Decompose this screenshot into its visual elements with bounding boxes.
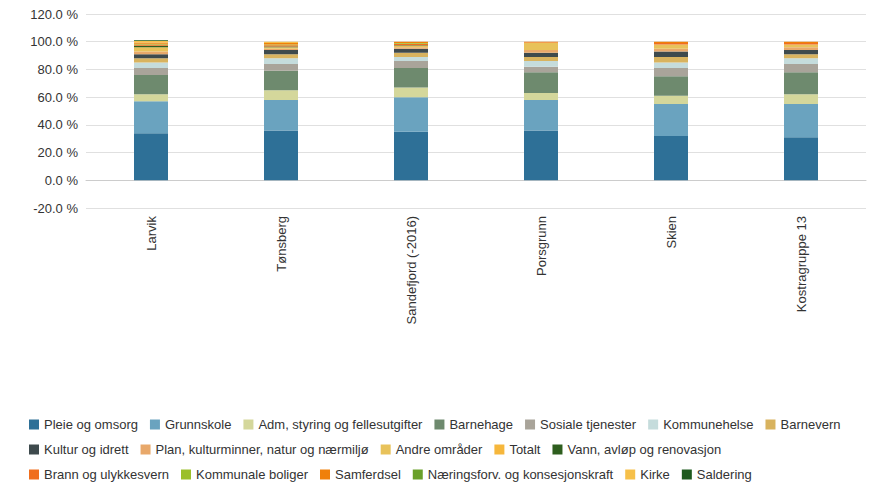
svg-text:Vann, avløp og renovasjon: Vann, avløp og renovasjon	[567, 442, 721, 457]
svg-text:Sosiale tjenester: Sosiale tjenester	[540, 417, 637, 432]
svg-text:Samferdsel: Samferdsel	[335, 467, 401, 482]
svg-text:80.0 %: 80.0 %	[38, 62, 79, 77]
svg-text:Brann og ulykkesvern: Brann og ulykkesvern	[44, 467, 169, 482]
svg-text:Larvik: Larvik	[144, 216, 159, 251]
svg-text:Andre områder: Andre områder	[396, 442, 483, 457]
svg-text:Kirke: Kirke	[640, 467, 670, 482]
svg-text:Porsgrunn: Porsgrunn	[534, 216, 549, 276]
svg-text:20.0 %: 20.0 %	[38, 145, 79, 160]
svg-text:Næringsforv. og konsesjonskraf: Næringsforv. og konsesjonskraft	[428, 467, 614, 482]
svg-text:Sandefjord (-2016): Sandefjord (-2016)	[404, 216, 419, 324]
svg-text:-20.0 %: -20.0 %	[33, 201, 78, 216]
svg-text:Tønsberg: Tønsberg	[274, 216, 289, 272]
svg-text:Totalt: Totalt	[509, 442, 540, 457]
svg-text:Kultur og idrett: Kultur og idrett	[44, 442, 129, 457]
svg-text:Barnevern: Barnevern	[780, 417, 840, 432]
svg-text:120.0 %: 120.0 %	[30, 7, 78, 22]
svg-text:Skien: Skien	[664, 216, 679, 249]
svg-text:Saldering: Saldering	[697, 467, 752, 482]
svg-text:Kommunehelse: Kommunehelse	[663, 417, 753, 432]
svg-text:Kommunale boliger: Kommunale boliger	[196, 467, 309, 482]
svg-text:Plan, kulturminner, natur og n: Plan, kulturminner, natur og nærmiljø	[156, 442, 369, 457]
svg-text:0.0 %: 0.0 %	[45, 173, 79, 188]
svg-text:Kostragruppe 13: Kostragruppe 13	[794, 216, 809, 312]
svg-text:Adm, styring og fellesutgifter: Adm, styring og fellesutgifter	[258, 417, 423, 432]
svg-text:100.0 %: 100.0 %	[30, 34, 78, 49]
svg-text:Pleie og omsorg: Pleie og omsorg	[44, 417, 138, 432]
svg-text:Barnehage: Barnehage	[449, 417, 513, 432]
svg-text:40.0 %: 40.0 %	[38, 117, 79, 132]
svg-text:60.0 %: 60.0 %	[38, 90, 79, 105]
svg-text:Grunnskole: Grunnskole	[165, 417, 231, 432]
